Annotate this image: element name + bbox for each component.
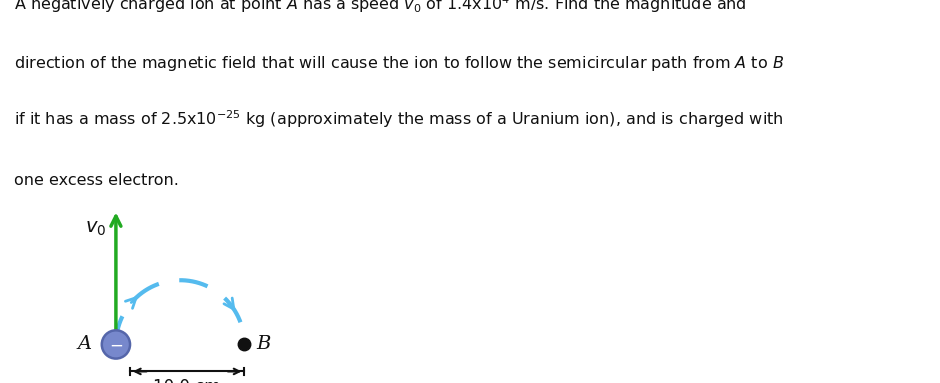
Text: one excess electron.: one excess electron. bbox=[14, 173, 179, 188]
Circle shape bbox=[102, 330, 130, 358]
Text: A negatively charged ion at point $A$ has a speed $v_0$ of 1.4x10$^4$ m/s. Find : A negatively charged ion at point $A$ ha… bbox=[14, 0, 746, 15]
Text: $-$: $-$ bbox=[109, 336, 123, 354]
Text: if it has a mass of 2.5x10$^{-25}$ kg (approximately the mass of a Uranium ion),: if it has a mass of 2.5x10$^{-25}$ kg (a… bbox=[14, 108, 784, 130]
Text: direction of the magnetic field that will cause the ion to follow the semicircul: direction of the magnetic field that wil… bbox=[14, 54, 784, 73]
Text: $v_0$: $v_0$ bbox=[85, 219, 106, 238]
Text: A: A bbox=[77, 336, 91, 354]
Text: B: B bbox=[256, 336, 271, 354]
Text: 10.0 cm: 10.0 cm bbox=[153, 378, 221, 383]
